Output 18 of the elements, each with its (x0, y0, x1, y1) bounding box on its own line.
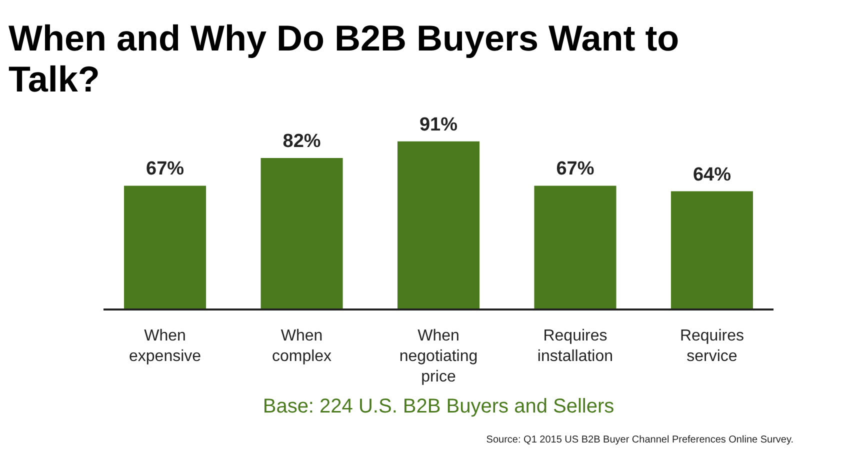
data-label: 67% (556, 158, 594, 180)
data-label: 91% (419, 114, 458, 136)
source-note: Source: Q1 2015 US B2B Buyer Channel Preferences Online Survey. (486, 434, 794, 446)
x-tick-label: Requires installation (537, 328, 614, 365)
bar (260, 158, 343, 310)
bar (397, 141, 480, 310)
data-label: 67% (146, 158, 184, 180)
data-label: 64% (692, 164, 732, 186)
bar (534, 186, 616, 310)
chart-title: When and Why Do B2B Buyers Want to Talk? (8, 18, 680, 100)
x-tick-label: Requires service (680, 328, 744, 365)
data-label: 82% (282, 131, 321, 152)
bar (670, 191, 753, 310)
x-tick-label: When expensive (129, 328, 202, 365)
x-tick-label: When complex (272, 328, 332, 365)
bar (124, 186, 206, 310)
x-tick-label: When negotiating price (399, 328, 478, 386)
text: Base: 224 U.S. B2B Buyers and Sellers (262, 396, 614, 418)
